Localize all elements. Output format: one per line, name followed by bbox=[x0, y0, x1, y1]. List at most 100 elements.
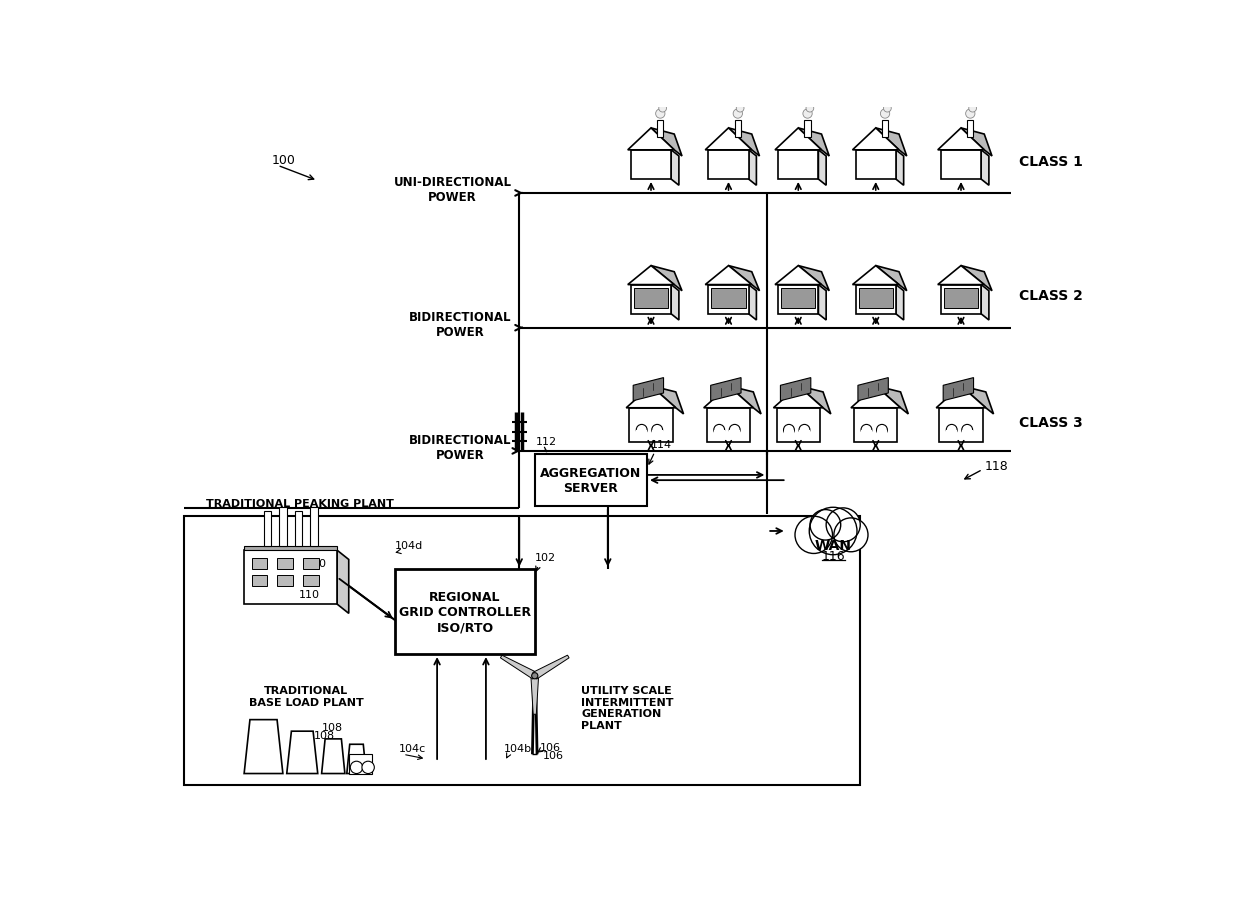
Polygon shape bbox=[853, 129, 899, 151]
Bar bbox=[252, 558, 268, 570]
Polygon shape bbox=[729, 129, 759, 157]
Polygon shape bbox=[749, 285, 756, 321]
Polygon shape bbox=[895, 151, 904, 186]
Polygon shape bbox=[651, 386, 683, 414]
Polygon shape bbox=[818, 285, 826, 321]
Bar bbox=[295, 511, 303, 546]
Circle shape bbox=[946, 425, 957, 436]
Circle shape bbox=[804, 100, 808, 107]
Circle shape bbox=[826, 508, 861, 542]
Bar bbox=[877, 431, 888, 436]
Polygon shape bbox=[858, 378, 888, 401]
Polygon shape bbox=[347, 744, 366, 774]
Text: 106: 106 bbox=[543, 750, 563, 760]
Bar bbox=[962, 431, 972, 436]
Bar bbox=[944, 289, 978, 309]
Polygon shape bbox=[961, 266, 992, 292]
Bar bbox=[534, 454, 647, 507]
Bar bbox=[303, 558, 319, 570]
Text: 108: 108 bbox=[321, 722, 342, 732]
Text: 118: 118 bbox=[985, 460, 1008, 472]
Circle shape bbox=[656, 100, 662, 107]
Bar bbox=[634, 289, 668, 309]
Bar bbox=[631, 151, 671, 180]
Circle shape bbox=[737, 106, 744, 113]
Bar bbox=[784, 431, 795, 436]
Polygon shape bbox=[651, 129, 682, 157]
Polygon shape bbox=[981, 285, 990, 321]
Polygon shape bbox=[749, 151, 756, 186]
Bar bbox=[854, 408, 898, 442]
Text: BIDIRECTIONAL
POWER: BIDIRECTIONAL POWER bbox=[409, 311, 511, 339]
Circle shape bbox=[795, 517, 832, 554]
Polygon shape bbox=[775, 266, 821, 285]
Bar bbox=[708, 285, 749, 314]
Text: REGIONAL
GRID CONTROLLER
ISO/RTO: REGIONAL GRID CONTROLLER ISO/RTO bbox=[399, 591, 531, 634]
Bar bbox=[707, 408, 750, 442]
Bar bbox=[396, 570, 534, 655]
Polygon shape bbox=[671, 285, 680, 321]
Text: 102: 102 bbox=[534, 552, 556, 563]
Polygon shape bbox=[875, 129, 906, 157]
Polygon shape bbox=[706, 266, 751, 285]
Circle shape bbox=[810, 507, 857, 555]
Polygon shape bbox=[818, 151, 826, 186]
Circle shape bbox=[966, 100, 972, 107]
Circle shape bbox=[656, 110, 665, 119]
Bar bbox=[861, 431, 872, 436]
Polygon shape bbox=[799, 129, 830, 157]
Polygon shape bbox=[875, 386, 908, 414]
Bar bbox=[856, 285, 895, 314]
Polygon shape bbox=[961, 386, 993, 414]
Polygon shape bbox=[981, 151, 990, 186]
Bar bbox=[657, 121, 663, 137]
Circle shape bbox=[883, 106, 892, 113]
Polygon shape bbox=[626, 386, 676, 408]
Polygon shape bbox=[627, 266, 675, 285]
Text: 112: 112 bbox=[536, 437, 558, 447]
Text: 114: 114 bbox=[651, 439, 672, 449]
Circle shape bbox=[714, 425, 724, 436]
Polygon shape bbox=[799, 386, 831, 414]
Circle shape bbox=[835, 518, 868, 552]
Circle shape bbox=[532, 673, 538, 679]
Circle shape bbox=[806, 106, 813, 113]
Circle shape bbox=[652, 425, 662, 436]
Text: UNI-DIRECTIONAL
POWER: UNI-DIRECTIONAL POWER bbox=[393, 176, 511, 204]
Bar bbox=[279, 507, 286, 546]
Polygon shape bbox=[711, 378, 742, 401]
Bar bbox=[303, 575, 319, 587]
Polygon shape bbox=[501, 656, 537, 679]
Polygon shape bbox=[651, 266, 682, 292]
Bar bbox=[729, 431, 740, 436]
Polygon shape bbox=[944, 378, 973, 401]
Bar bbox=[946, 431, 957, 436]
Text: BIDIRECTIONAL
POWER: BIDIRECTIONAL POWER bbox=[409, 433, 511, 461]
Circle shape bbox=[880, 110, 890, 119]
Polygon shape bbox=[337, 551, 348, 614]
Bar bbox=[734, 121, 742, 137]
Circle shape bbox=[810, 510, 841, 541]
Polygon shape bbox=[244, 720, 283, 774]
Polygon shape bbox=[774, 386, 823, 408]
Bar bbox=[263, 511, 272, 546]
Circle shape bbox=[733, 110, 743, 119]
Bar bbox=[708, 151, 749, 180]
Bar bbox=[714, 431, 724, 436]
Text: 110: 110 bbox=[299, 590, 320, 600]
Bar bbox=[967, 121, 973, 137]
Circle shape bbox=[966, 110, 975, 119]
Bar bbox=[781, 289, 816, 309]
Circle shape bbox=[804, 110, 812, 119]
Bar bbox=[712, 289, 745, 309]
Polygon shape bbox=[729, 266, 759, 292]
Polygon shape bbox=[706, 129, 751, 151]
Circle shape bbox=[733, 100, 739, 107]
Bar bbox=[244, 551, 337, 604]
Text: 104d: 104d bbox=[396, 541, 424, 551]
Bar bbox=[629, 408, 672, 442]
Bar bbox=[252, 575, 268, 587]
Polygon shape bbox=[799, 266, 830, 292]
Bar bbox=[776, 408, 820, 442]
Bar bbox=[278, 575, 293, 587]
